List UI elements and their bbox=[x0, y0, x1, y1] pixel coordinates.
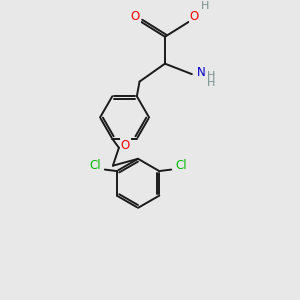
Text: N: N bbox=[197, 66, 206, 79]
Text: Cl: Cl bbox=[175, 159, 187, 172]
Text: O: O bbox=[130, 10, 140, 23]
Text: O: O bbox=[121, 139, 130, 152]
Text: H: H bbox=[201, 1, 209, 11]
Text: Cl: Cl bbox=[89, 159, 101, 172]
Text: H: H bbox=[207, 78, 215, 88]
Text: H: H bbox=[207, 70, 215, 81]
Text: O: O bbox=[190, 10, 199, 23]
